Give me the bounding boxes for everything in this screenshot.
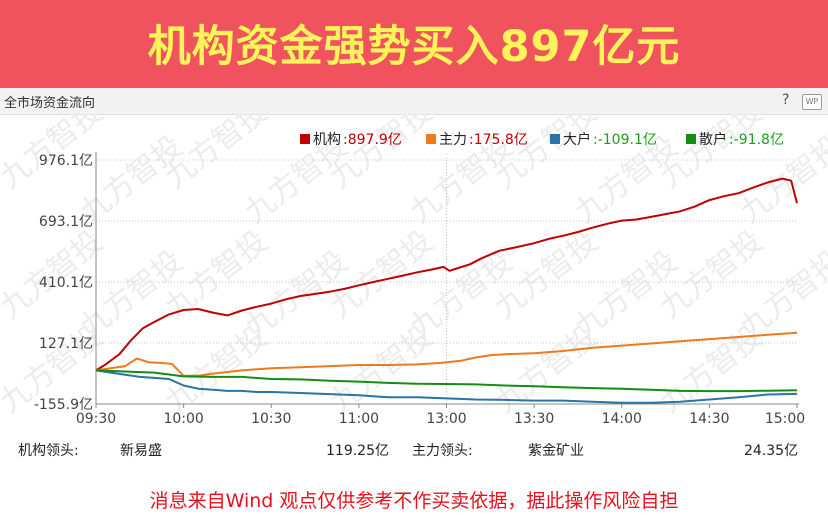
- legend-swatch-大户: [550, 134, 560, 144]
- wp-icon[interactable]: WP: [802, 94, 822, 110]
- header-banner: 机构资金强势买入897亿元: [0, 0, 828, 88]
- legend-value-大户: :-109.1亿: [593, 132, 657, 148]
- main-leader-amount: 24.35亿: [744, 443, 799, 459]
- legend-value-散户: :-91.8亿: [729, 132, 784, 148]
- series-line-大户: [95, 369, 798, 404]
- main-leader-label: 主力领头:: [412, 443, 473, 459]
- y-tick-label: 976.1亿: [39, 153, 93, 169]
- legend-value-机构: :897.9亿: [343, 132, 402, 148]
- inst-leader-stock[interactable]: 新易盛: [120, 443, 162, 459]
- legend-name-大户: 大户: [563, 131, 591, 148]
- main-leader-stock[interactable]: 紫金矿业: [528, 443, 584, 459]
- y-tick-label: 127.1亿: [39, 336, 93, 352]
- series-line-主力: [95, 331, 798, 377]
- x-tick-label: 09:30: [76, 411, 116, 427]
- x-tick-label: 10:00: [163, 411, 203, 427]
- legend-swatch-机构: [300, 134, 310, 144]
- legend-name-散户: 散户: [699, 131, 727, 148]
- series-line-机构: [95, 177, 798, 372]
- inst-leader-amount: 119.25亿: [326, 443, 389, 459]
- y-tick-label: 693.1亿: [39, 214, 93, 230]
- x-tick-label: 13:30: [514, 411, 554, 427]
- watermark-text: 九方智投: [653, 319, 769, 420]
- legend-swatch-主力: [426, 134, 436, 144]
- banner-title: 机构资金强势买入897亿元: [147, 22, 681, 72]
- x-tick-label: 11:00: [339, 411, 379, 427]
- inst-leader-label: 机构领头:: [18, 443, 79, 459]
- x-tick-label: 14:30: [689, 411, 729, 427]
- leader-row: 机构领头: 新易盛 119.25亿 主力领头: 紫金矿业 24.35亿: [0, 438, 828, 462]
- legend-name-机构: 机构: [313, 132, 341, 148]
- legend-swatch-散户: [686, 134, 696, 144]
- disclaimer: 消息来自Wind 观点仅供参考不作买卖依据，据此操作风险自担: [149, 490, 679, 512]
- panel-title: 全市场资金流向: [4, 96, 96, 111]
- series-line-散户: [95, 369, 798, 393]
- x-tick-label: 15:00: [765, 411, 805, 427]
- watermark-text: 九方智投: [488, 319, 604, 420]
- x-tick-label: 10:30: [251, 411, 291, 427]
- y-tick-label: 410.1亿: [39, 275, 93, 291]
- watermark-text: 九方智投: [323, 319, 439, 420]
- legend-name-主力: 主力: [439, 132, 467, 148]
- x-tick-label: 14:00: [602, 411, 642, 427]
- fund-flow-panel: 全市场资金流向 ? WP: [0, 88, 828, 471]
- legend-value-主力: :175.8亿: [469, 132, 528, 148]
- y-tick-label: -155.9亿: [34, 397, 93, 413]
- panel-title-bar: 全市场资金流向 ? WP: [0, 88, 828, 115]
- x-tick-label: 13:00: [426, 411, 466, 427]
- help-icon[interactable]: ?: [782, 92, 790, 108]
